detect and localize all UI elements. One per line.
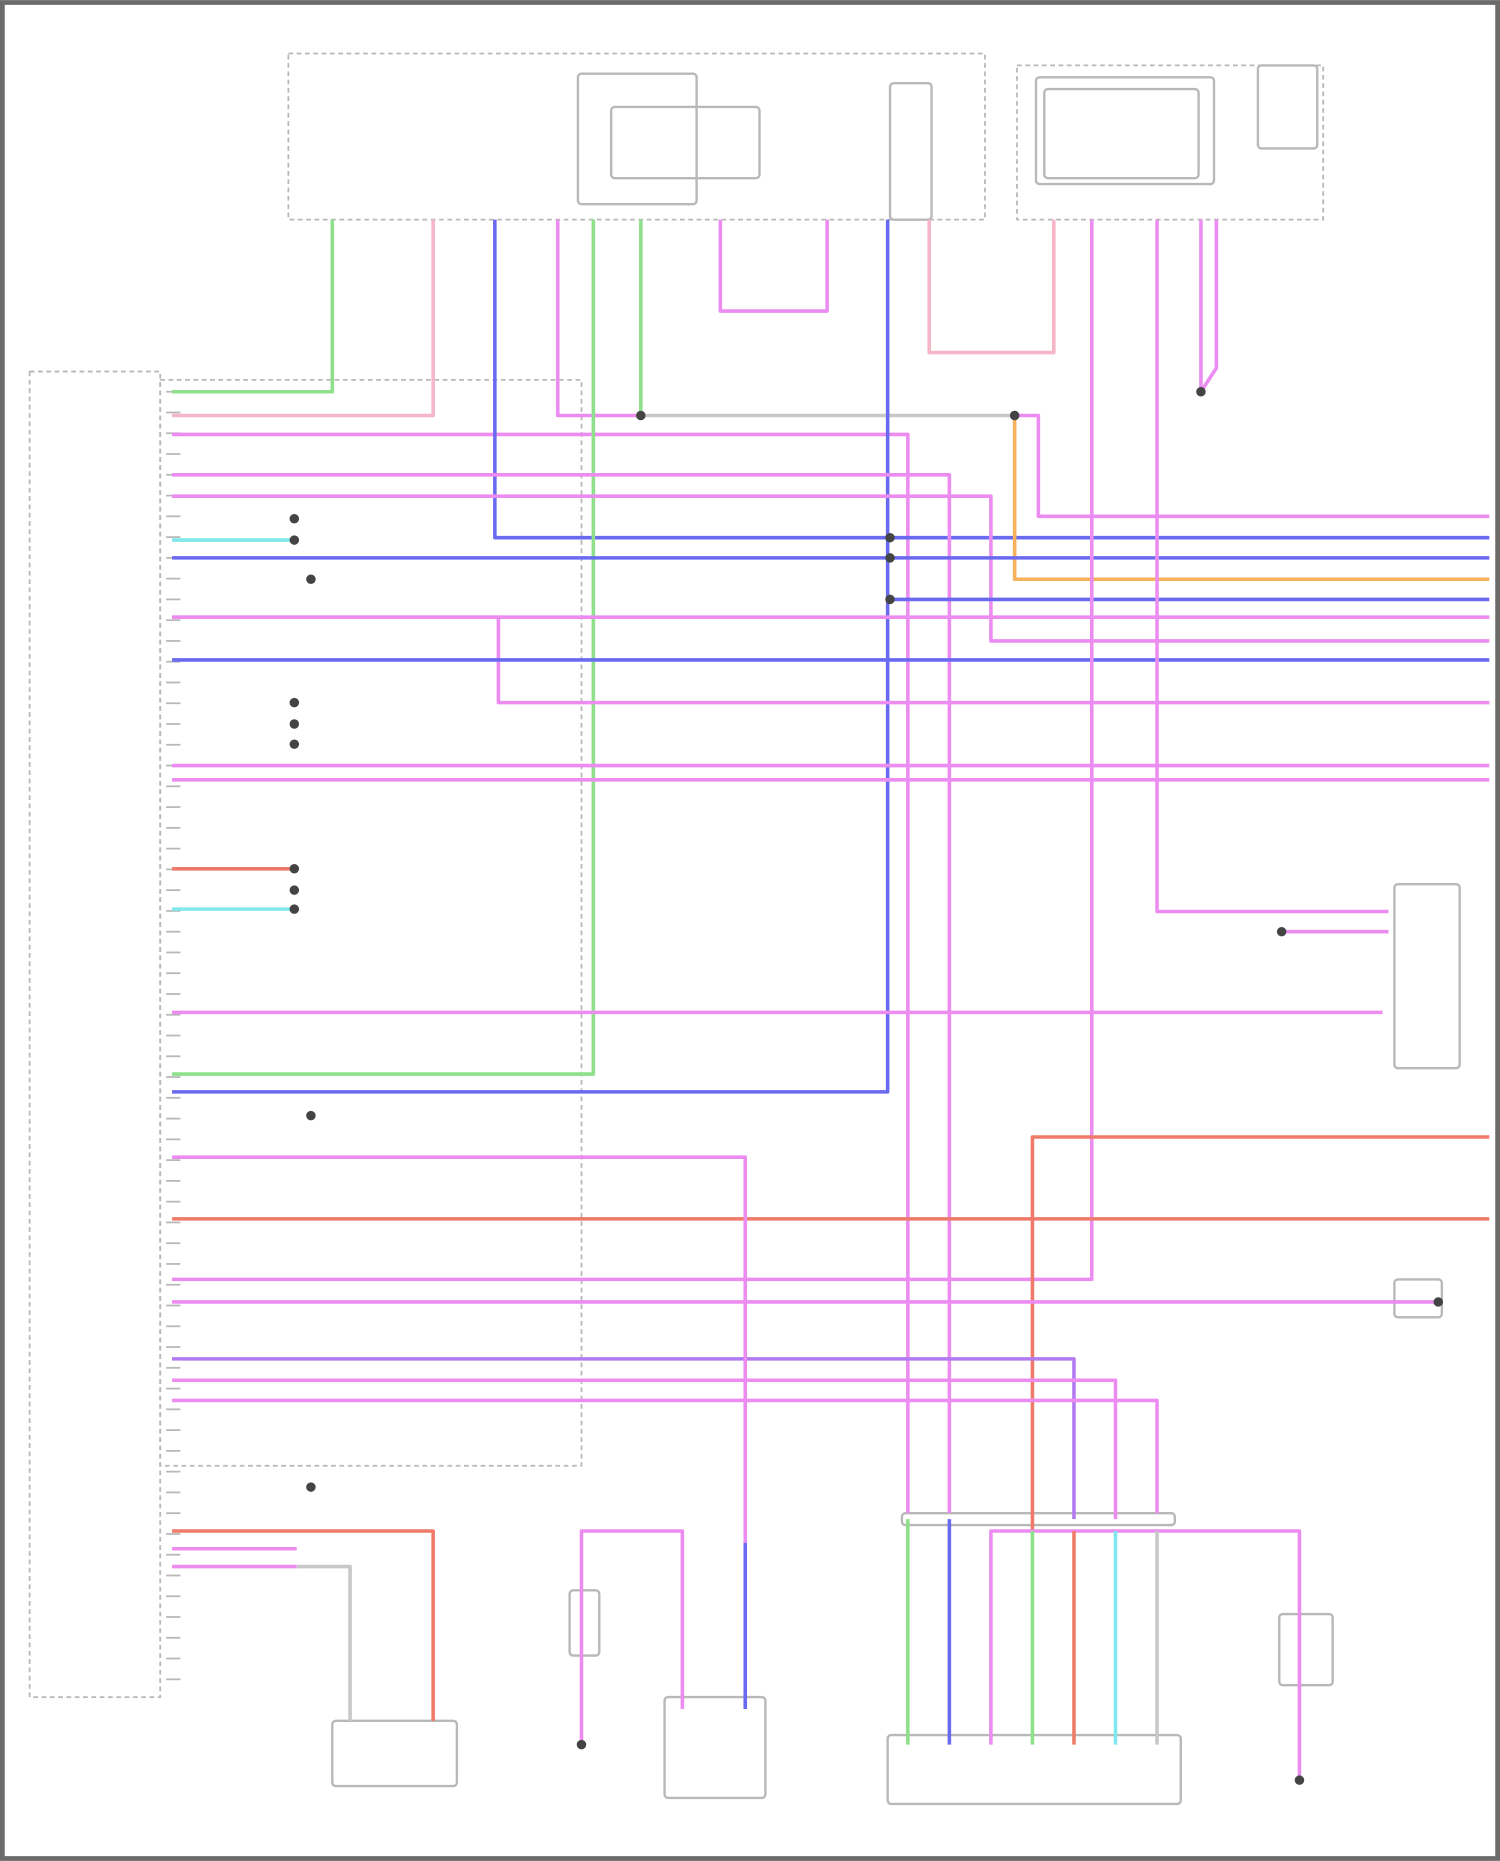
wire-green: [172, 219, 596, 1076]
wire-magenta: [989, 1529, 1302, 1781]
component-box: [1043, 87, 1200, 180]
component-box: [1393, 1278, 1444, 1319]
wire-magenta: [172, 219, 1094, 1282]
wire-magenta: [1155, 219, 1389, 914]
component-outline-dashed: [28, 370, 162, 1699]
component-box: [1256, 64, 1319, 150]
wire-green: [172, 219, 335, 394]
wire-magenta: [172, 1398, 1159, 1514]
splice-node: [306, 574, 316, 584]
wire-magenta: [172, 1378, 1118, 1520]
splice-node: [289, 513, 300, 524]
splice-node: [885, 532, 895, 543]
component-box: [568, 1589, 601, 1657]
wire-magenta: [172, 432, 910, 1514]
splice-node: [289, 885, 300, 895]
wire-blue: [493, 219, 1490, 540]
wire-magenta: [1199, 219, 1219, 393]
splice-node: [289, 719, 300, 729]
component-outline-dashed: [1016, 64, 1325, 221]
component-box: [1034, 76, 1216, 186]
component-box: [1393, 883, 1461, 1070]
component-box: [1278, 1612, 1334, 1687]
splice-node: [576, 1739, 587, 1750]
wire-pink: [927, 219, 1056, 355]
wire-violet: [172, 1357, 1076, 1520]
component-box: [609, 105, 761, 180]
splice-node: [1276, 926, 1287, 937]
splice-node: [1433, 1297, 1444, 1307]
splice-node: [289, 739, 300, 749]
component-outline-dashed: [287, 52, 986, 221]
wire-magenta: [579, 1529, 685, 1745]
component-box: [576, 72, 698, 206]
wire-gray: [296, 1564, 352, 1721]
splice-node: [289, 697, 300, 708]
wire-magenta: [1014, 413, 1490, 519]
component-box: [900, 1511, 1177, 1527]
splice-node: [306, 1110, 316, 1121]
splice-node: [289, 904, 300, 914]
wire-magenta: [718, 219, 829, 313]
component-outline-dashed: [159, 378, 583, 1467]
wire-magenta: [172, 494, 1490, 643]
wire-pink: [172, 219, 435, 418]
component-box: [331, 1719, 459, 1788]
wire-magenta: [172, 473, 952, 1514]
splice-node: [1196, 386, 1206, 397]
splice-node: [289, 864, 300, 874]
wire-magenta: [172, 1155, 748, 1709]
splice-node: [1294, 1775, 1305, 1785]
splice-node: [1009, 410, 1020, 421]
splice-node: [306, 1482, 316, 1492]
wire-blue: [172, 219, 890, 1094]
wire-orange: [1012, 415, 1490, 582]
splice-node: [885, 553, 895, 563]
splice-node: [636, 410, 646, 421]
component-box: [663, 1695, 767, 1800]
component-box: [888, 82, 933, 221]
splice-node: [885, 594, 895, 605]
wire-magenta: [555, 219, 641, 418]
wire-red: [1030, 1135, 1490, 1531]
splice-node: [289, 535, 300, 545]
wire-red: [172, 1529, 435, 1721]
component-box: [886, 1733, 1182, 1806]
